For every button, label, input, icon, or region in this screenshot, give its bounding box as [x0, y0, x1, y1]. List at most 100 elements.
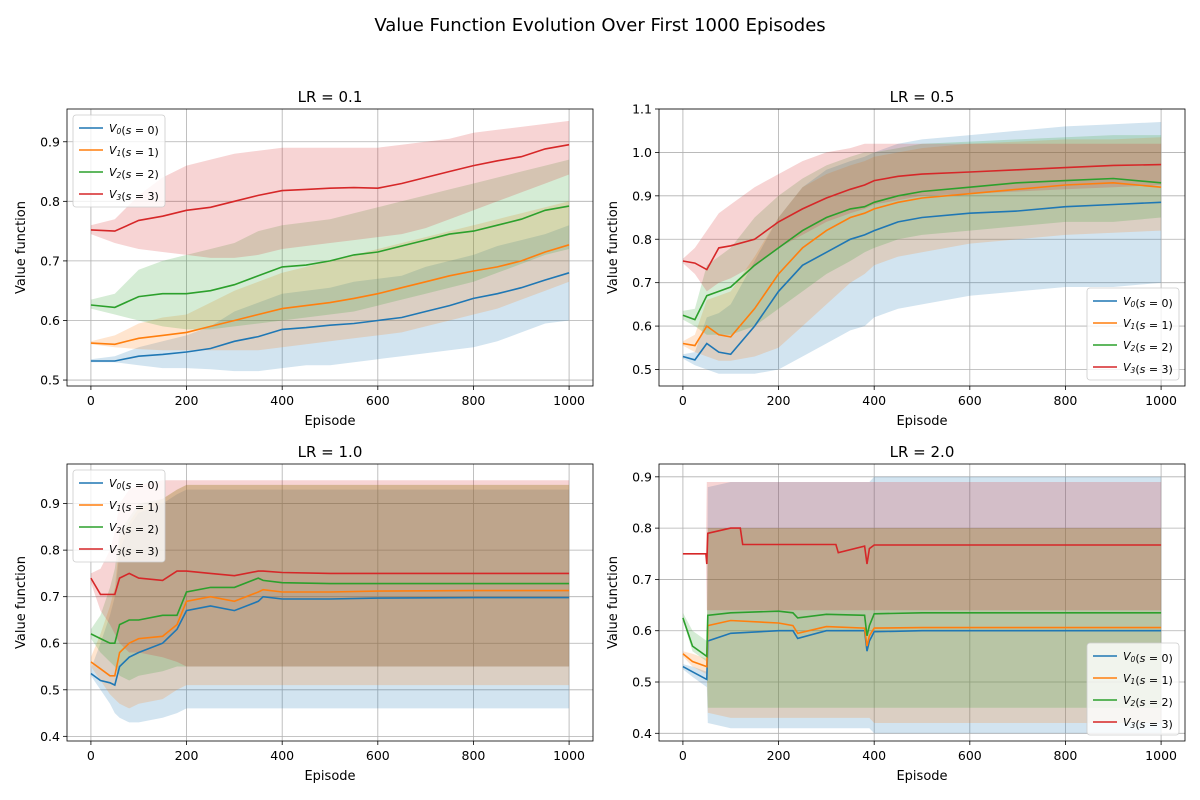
y-tick-label: 0.8 — [632, 521, 652, 536]
x-tick-label: 800 — [1054, 393, 1078, 408]
axes-frame — [66, 108, 594, 387]
series-line-v2 — [90, 205, 570, 309]
x-tick-label: 800 — [1054, 748, 1078, 763]
y-axis-label: Value function — [14, 556, 29, 649]
x-axis-label: Episode — [896, 414, 947, 429]
confidence-band-v3 — [682, 482, 1162, 611]
v0-legend-label: V0(s = 0) — [1123, 295, 1173, 310]
confidence-band-v2 — [682, 528, 1162, 708]
y-tick-label: 0.5 — [40, 682, 60, 697]
v3-legend-label: V3(s = 3) — [1123, 716, 1173, 731]
confidence-band-v3 — [90, 120, 570, 258]
confidence-band-v1 — [682, 137, 1162, 361]
series-line-v0 — [90, 272, 570, 362]
v1-legend-label: V1(s = 1) — [109, 144, 159, 159]
plot-area — [682, 122, 1162, 374]
x-tick-label: 600 — [366, 393, 390, 408]
y-tick-label: 0.9 — [632, 469, 652, 484]
confidence-band-v0 — [90, 489, 570, 723]
plot-area — [90, 120, 570, 372]
confidence-band-v3 — [682, 143, 1162, 292]
series-line-v1 — [90, 588, 570, 677]
x-tick-label: 800 — [462, 748, 486, 763]
x-tick-label: 0 — [679, 393, 687, 408]
y-tick-label: 0.4 — [632, 726, 652, 741]
v0-legend-label: V0(s = 0) — [109, 477, 159, 492]
confidence-band-v1 — [682, 528, 1162, 723]
v0-legend-label: V0(s = 0) — [109, 122, 159, 137]
x-axis-label: Episode — [304, 769, 355, 784]
x-tick-label: 0 — [87, 748, 95, 763]
subplot-4: 0 200 400 600 800 1000 0.4 0.5 0.6 0.7 0.8 0.9 LR = … — [606, 443, 1186, 784]
x-tick-label: 600 — [958, 393, 982, 408]
y-tick-label: 0.7 — [632, 275, 652, 290]
v3-legend-label: V3(s = 3) — [109, 188, 159, 203]
confidence-band-v1 — [90, 484, 570, 709]
y-tick-label: 0.5 — [632, 675, 652, 690]
confidence-band-v1 — [90, 201, 570, 351]
series-line-v0 — [90, 595, 570, 687]
y-tick-label: 1.1 — [632, 102, 652, 117]
series-line-v1 — [90, 244, 570, 346]
x-tick-label: 0 — [87, 393, 95, 408]
confidence-band-v2 — [90, 159, 570, 330]
y-tick-label: 0.7 — [632, 572, 652, 587]
x-tick-label: 1000 — [1145, 748, 1177, 763]
legend: V0(s = 0) V1(s = 1) V2(s = 2) V3(s = 3) — [1086, 287, 1180, 381]
v1-legend-label: V1(s = 1) — [1123, 672, 1173, 687]
v1-legend-label: V1(s = 1) — [109, 499, 159, 514]
series-line-v3 — [90, 143, 570, 232]
subplot-title: LR = 0.5 — [890, 88, 955, 106]
x-tick-label: 400 — [862, 393, 886, 408]
y-tick-label: 0.8 — [632, 232, 652, 247]
v2-legend-label: V2(s = 2) — [109, 166, 159, 181]
y-tick-label: 0.9 — [632, 188, 652, 203]
y-tick-label: 0.4 — [40, 729, 60, 744]
axes-frame — [66, 463, 594, 742]
y-axis-label: Value function — [14, 201, 29, 294]
subplot-title: LR = 1.0 — [298, 443, 363, 461]
series-line-v3 — [90, 570, 570, 596]
v3-legend-label: V3(s = 3) — [109, 543, 159, 558]
series-line-v2 — [90, 577, 570, 644]
confidence-band-v2 — [90, 484, 570, 681]
x-tick-label: 1000 — [553, 748, 585, 763]
x-tick-label: 200 — [175, 393, 199, 408]
legend: V0(s = 0) V1(s = 1) V2(s = 2) V3(s = 3) — [72, 469, 166, 563]
y-tick-label: 0.9 — [40, 496, 60, 511]
v0-legend-label: V0(s = 0) — [1123, 650, 1173, 665]
x-tick-label: 1000 — [1145, 393, 1177, 408]
legend-box — [72, 114, 166, 208]
x-tick-label: 200 — [175, 748, 199, 763]
x-tick-label: 0 — [679, 748, 687, 763]
figure-title: Value Function Evolution Over First 1000… — [374, 15, 825, 36]
y-axis-label: Value function — [606, 201, 621, 294]
x-tick-label: 1000 — [553, 393, 585, 408]
y-tick-label: 1.0 — [632, 145, 652, 160]
legend: V0(s = 0) V1(s = 1) V2(s = 2) V3(s = 3) — [72, 114, 166, 208]
series-line-v3 — [682, 527, 1162, 565]
legend-box — [1086, 642, 1180, 736]
confidence-band-v2 — [682, 135, 1162, 335]
x-tick-label: 600 — [366, 748, 390, 763]
x-tick-label: 200 — [767, 393, 791, 408]
v1-legend-label: V1(s = 1) — [1123, 317, 1173, 332]
y-tick-label: 0.8 — [40, 543, 60, 558]
v2-legend-label: V2(s = 2) — [1123, 339, 1173, 354]
subplot-title: LR = 0.1 — [298, 88, 363, 106]
panels: 0 200 400 600 800 1000 0.5 0.6 0.7 0.8 0.9 LR = 0.1… — [14, 88, 1186, 784]
legend-box — [72, 469, 166, 563]
y-tick-label: 0.7 — [40, 589, 60, 604]
y-tick-label: 0.7 — [40, 253, 60, 268]
subplot-title: LR = 2.0 — [890, 443, 955, 461]
x-axis-label: Episode — [896, 769, 947, 784]
axes-frame — [658, 108, 1186, 387]
y-tick-label: 0.6 — [632, 319, 652, 334]
legend-box — [1086, 287, 1180, 381]
x-axis-label: Episode — [304, 414, 355, 429]
x-tick-label: 400 — [862, 748, 886, 763]
subplot-3: 0 200 400 600 800 1000 0.4 0.5 0.6 0.7 0.8 0.9 LR = … — [14, 443, 594, 784]
y-axis-label: Value function — [606, 556, 621, 649]
x-tick-label: 600 — [958, 748, 982, 763]
